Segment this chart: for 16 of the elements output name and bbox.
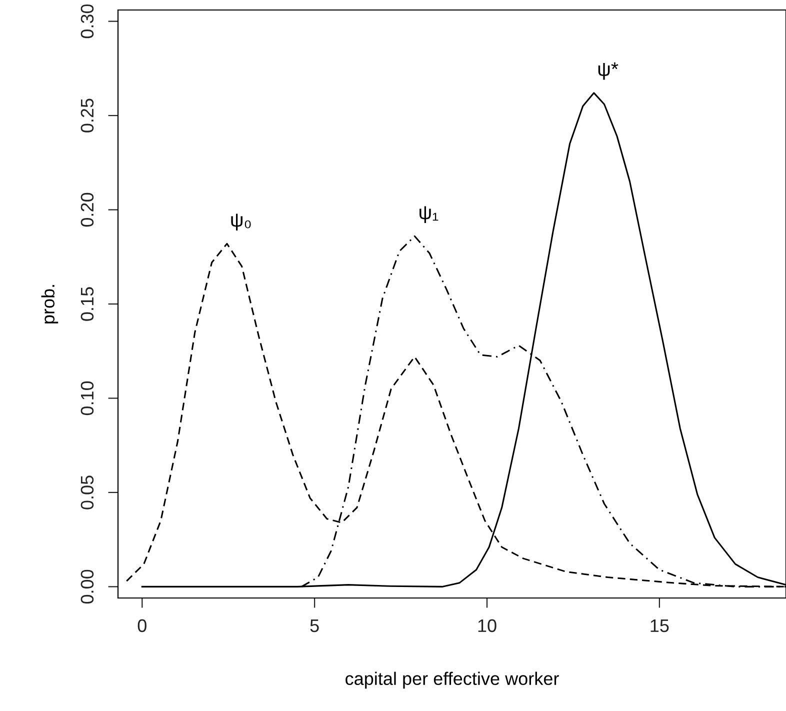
- y-tick-label: 0.05: [80, 476, 94, 510]
- y-tick-label: 0.15: [80, 287, 94, 321]
- y-tick-label: 0.20: [80, 192, 94, 227]
- x-tick-label: 15: [650, 619, 669, 632]
- y-tick-label: 0.10: [80, 381, 94, 416]
- series-label: ψ*: [598, 62, 618, 80]
- x-tick-label: 0: [138, 619, 146, 632]
- series-label: ψ₁: [420, 206, 438, 223]
- series-label: ψ₀: [231, 214, 251, 231]
- x-axis-title: capital per effective worker: [346, 672, 559, 689]
- y-tick-label: 0.00: [80, 570, 94, 604]
- y-tick-label: 0.25: [80, 98, 94, 132]
- x-tick-label: 10: [478, 619, 496, 632]
- y-tick-label: 0.30: [80, 4, 94, 38]
- y-axis-title: prob.: [41, 285, 58, 324]
- x-tick-label: 5: [310, 619, 319, 632]
